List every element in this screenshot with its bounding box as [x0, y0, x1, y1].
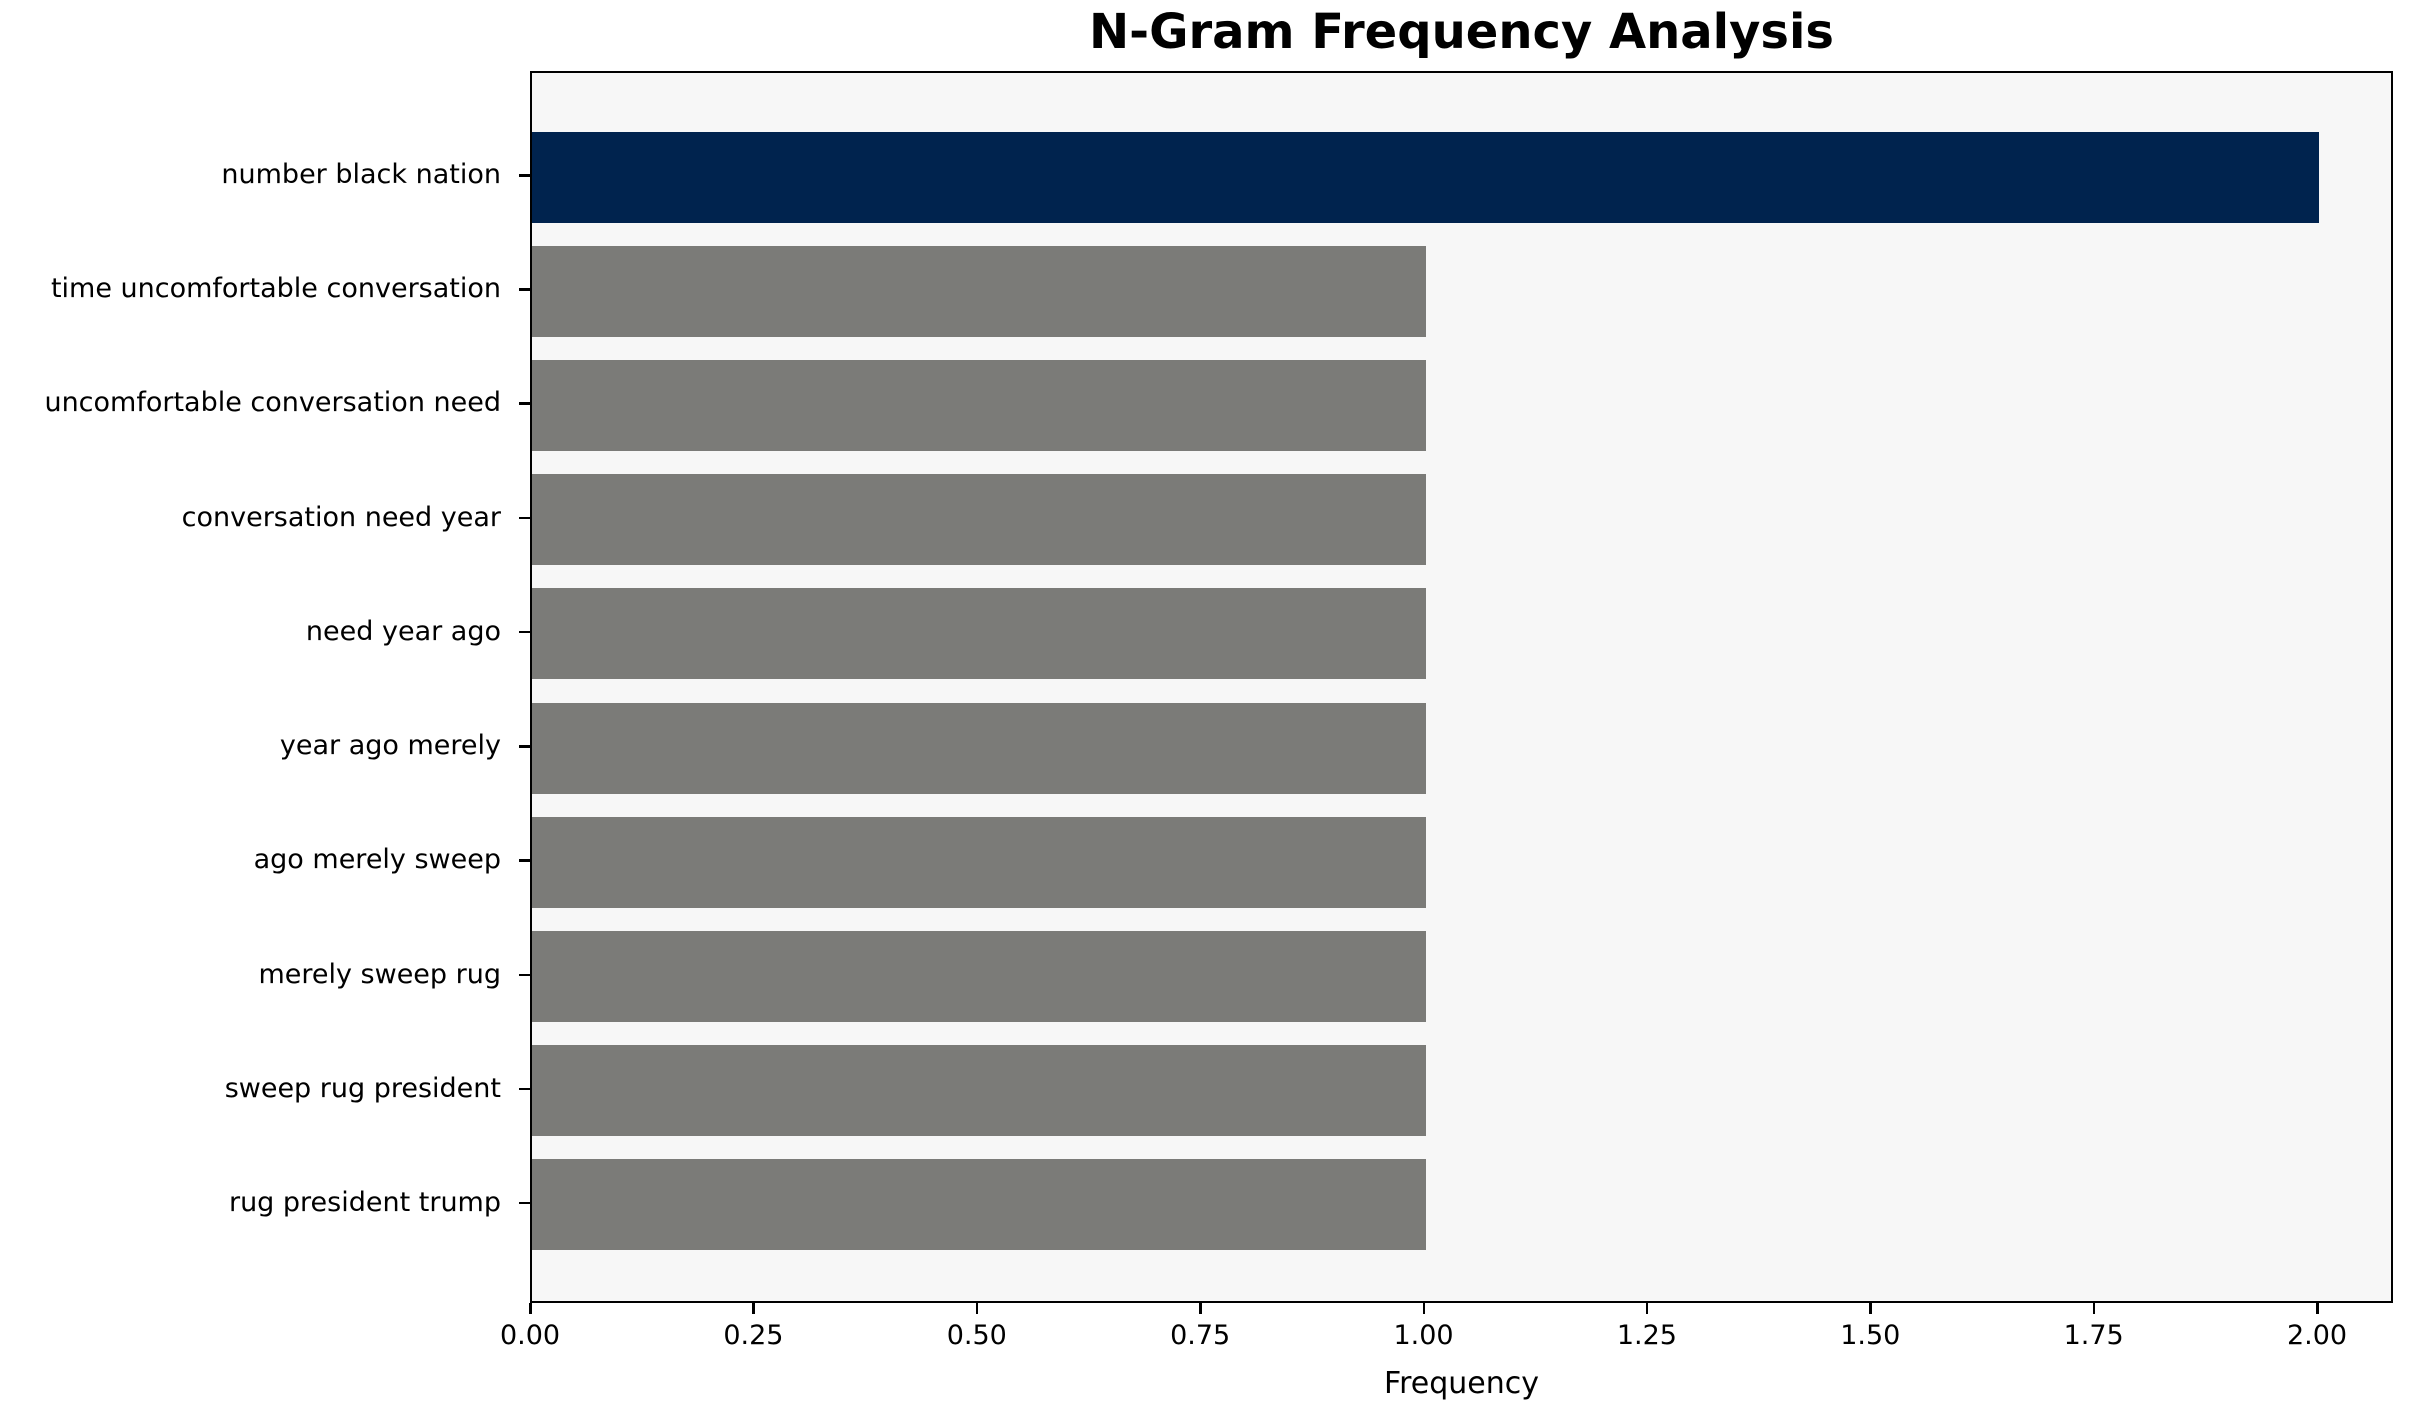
bar-conversation-need-year	[532, 474, 1426, 566]
x-tick-label: 1.50	[1840, 1320, 1901, 1351]
bar-rug-president-trump	[532, 1159, 1426, 1251]
y-axis-tick	[519, 745, 530, 748]
y-tick-label: ago merely sweep	[253, 844, 501, 876]
y-axis-tick	[519, 1201, 530, 1205]
x-axis-tick	[2092, 1303, 2096, 1314]
x-tick-label: 1.25	[1616, 1320, 1677, 1351]
y-tick-label: year ago merely	[279, 730, 501, 762]
y-tick-label: conversation need year	[181, 501, 501, 533]
x-axis-tick	[975, 1303, 979, 1314]
bar-ago-merely-sweep	[532, 816, 1426, 908]
bar-time-uncomfortable-conversation	[532, 245, 1426, 337]
x-tick-label: 2.00	[2286, 1320, 2348, 1351]
y-axis-tick	[519, 973, 530, 977]
y-tick-label: need year ago	[305, 615, 501, 647]
x-axis-tick	[752, 1303, 755, 1314]
y-axis-tick	[519, 630, 530, 634]
x-tick-label: 1.75	[2063, 1320, 2124, 1351]
bar-need-year-ago	[532, 588, 1426, 680]
x-axis-tick	[1869, 1303, 1872, 1314]
y-tick-label: uncomfortable conversation need	[44, 387, 501, 419]
y-tick-label: sweep rug president	[224, 1072, 501, 1104]
x-axis-tick	[1199, 1303, 1202, 1314]
x-tick-label: 0.50	[946, 1320, 1007, 1351]
y-axis-tick	[519, 288, 530, 291]
x-tick-label: 1.00	[1393, 1320, 1454, 1351]
y-axis-tick	[519, 174, 530, 177]
bar-merely-sweep-rug	[532, 931, 1426, 1023]
bar-year-ago-merely	[532, 702, 1426, 794]
y-tick-label: time uncomfortable conversation	[50, 273, 501, 305]
y-axis-tick	[519, 1087, 530, 1091]
y-tick-label: merely sweep rug	[258, 958, 501, 990]
bar-uncomfortable-conversation-need	[532, 359, 1426, 451]
y-axis-tick	[519, 516, 530, 520]
x-tick-label: 0.25	[723, 1320, 784, 1351]
y-axis-tick	[519, 859, 530, 862]
x-tick-label: 0.00	[499, 1320, 561, 1351]
x-axis-tick	[1645, 1303, 1649, 1314]
chart-title: N-Gram Frequency Analysis	[1089, 4, 1834, 60]
plot-area	[530, 71, 2393, 1303]
y-tick-label: rug president trump	[228, 1186, 501, 1218]
x-axis-label: Frequency	[1384, 1366, 1539, 1401]
y-tick-label: number black nation	[221, 159, 501, 190]
x-axis-tick	[529, 1303, 532, 1314]
x-tick-label: 0.75	[1170, 1320, 1231, 1351]
y-axis-tick	[519, 402, 530, 405]
x-axis-tick	[1422, 1303, 1426, 1314]
bar-number-black-nation	[532, 131, 2320, 223]
x-axis-tick	[2316, 1303, 2319, 1314]
bar-sweep-rug-president	[532, 1045, 1426, 1137]
